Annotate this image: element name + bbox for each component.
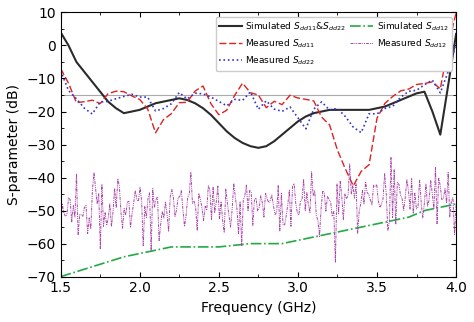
Measured $S_{dd11}$ [453,11,459,14]
Line: Measured $S_{dd11}$: Measured $S_{dd11}$ [61,13,456,186]
Simulated $S_{dd11}$&$S_{dd22}$ [58,30,64,34]
Simulated $S_{dd12}$ [232,243,237,247]
Measured $S_{dd12}$ [453,203,459,207]
Measured $S_{dd22}$ [358,131,364,135]
Simulated $S_{dd12}$ [153,248,158,252]
X-axis label: Frequency (GHz): Frequency (GHz) [201,301,316,315]
Line: Measured $S_{dd22}$: Measured $S_{dd22}$ [61,43,456,133]
Simulated $S_{dd12}$ [137,251,143,255]
Simulated $S_{dd11}$&$S_{dd22}$ [350,108,356,112]
Simulated $S_{dd11}$&$S_{dd22}$ [184,98,190,102]
Measured $S_{dd12}$ [331,210,337,213]
Simulated $S_{dd11}$&$S_{dd22}$ [446,83,451,87]
Legend: Simulated $S_{dd11}$&$S_{dd22}$, Measured $S_{dd11}$, Measured $S_{dd22}$, Simul: Simulated $S_{dd11}$&$S_{dd22}$, Measure… [216,17,452,71]
Simulated $S_{dd12}$ [90,265,95,269]
Measured $S_{dd12}$ [333,261,338,265]
Measured $S_{dd12}$ [286,188,292,192]
Simulated $S_{dd12}$ [390,219,396,223]
Measured $S_{dd11}$ [58,67,64,71]
Measured $S_{dd12}$ [221,231,227,234]
Simulated $S_{dd12}$ [121,255,127,259]
Measured $S_{dd22}$ [176,90,182,94]
Measured $S_{dd12}$ [58,223,64,226]
Measured $S_{dd22}$ [453,41,459,45]
Simulated $S_{dd12}$ [184,245,190,249]
Measured $S_{dd12}$ [123,213,128,217]
Measured $S_{dd11}$ [184,100,190,104]
Line: Simulated $S_{dd11}$&$S_{dd22}$: Simulated $S_{dd11}$&$S_{dd22}$ [61,32,456,148]
Measured $S_{dd22}$ [184,97,190,101]
Measured $S_{dd11}$ [319,115,325,119]
Simulated $S_{dd12}$ [105,260,111,264]
Simulated $S_{dd12}$ [58,275,64,279]
Line: Simulated $S_{dd12}$: Simulated $S_{dd12}$ [61,204,456,277]
Y-axis label: S-parameter (dB): S-parameter (dB) [7,84,21,205]
Simulated $S_{dd11}$&$S_{dd22}$ [145,105,150,109]
Simulated $S_{dd12}$ [73,270,79,274]
Simulated $S_{dd12}$ [295,238,301,242]
Simulated $S_{dd12}$ [327,232,332,236]
Measured $S_{dd12}$ [217,217,222,221]
Simulated $S_{dd12}$ [453,202,459,206]
Simulated $S_{dd11}$&$S_{dd22}$ [327,108,332,112]
Simulated $S_{dd12}$ [438,205,443,209]
Measured $S_{dd12}$ [388,155,394,159]
Measured $S_{dd22}$ [145,95,150,99]
Simulated $S_{dd12}$ [169,245,174,249]
Simulated $S_{dd12}$ [406,215,411,219]
Measured $S_{dd11}$ [446,44,451,48]
Measured $S_{dd22}$ [446,70,451,73]
Measured $S_{dd11}$ [350,184,356,188]
Measured $S_{dd11}$ [145,107,150,111]
Simulated $S_{dd12}$ [279,242,285,246]
Simulated $S_{dd12}$ [311,235,317,239]
Simulated $S_{dd12}$ [247,242,253,246]
Simulated $S_{dd11}$&$S_{dd22}$ [176,96,182,100]
Simulated $S_{dd12}$ [358,225,364,229]
Simulated $S_{dd12}$ [422,209,428,213]
Measured $S_{dd11}$ [343,167,348,171]
Simulated $S_{dd12}$ [343,229,348,232]
Measured $S_{dd12}$ [440,196,446,200]
Measured $S_{dd22}$ [319,100,325,104]
Simulated $S_{dd12}$ [216,245,222,249]
Simulated $S_{dd12}$ [264,242,269,246]
Line: Measured $S_{dd12}$: Measured $S_{dd12}$ [61,157,456,263]
Measured $S_{dd11}$ [176,101,182,105]
Measured $S_{dd22}$ [343,115,348,118]
Measured $S_{dd22}$ [58,69,64,73]
Simulated $S_{dd11}$&$S_{dd22}$ [453,32,459,36]
Simulated $S_{dd12}$ [200,245,206,249]
Simulated $S_{dd11}$&$S_{dd22}$ [255,146,261,150]
Simulated $S_{dd12}$ [374,222,380,226]
